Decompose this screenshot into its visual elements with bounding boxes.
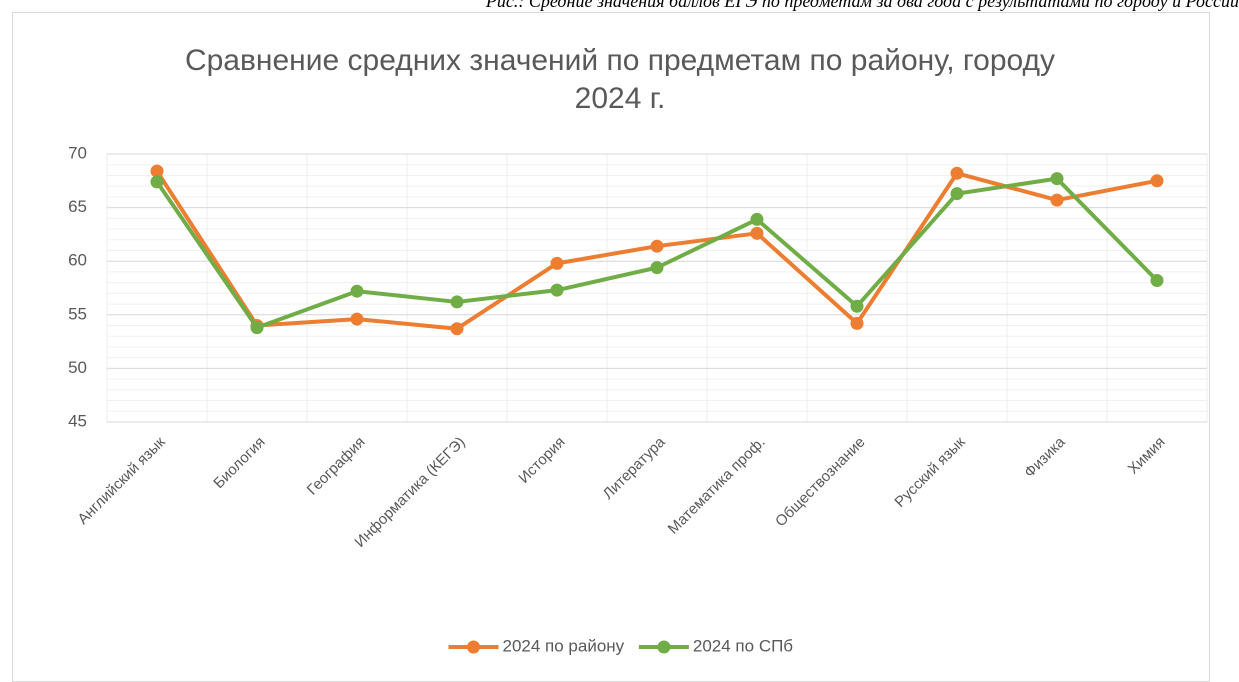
point xyxy=(1150,273,1164,287)
point xyxy=(750,212,764,226)
point xyxy=(450,322,464,336)
x-tick-label: Физика xyxy=(1021,433,1069,481)
y-tick-label: 65 xyxy=(68,197,87,216)
point xyxy=(150,175,164,189)
legend-marker xyxy=(657,640,671,654)
point xyxy=(250,321,264,335)
y-tick-label: 45 xyxy=(68,411,87,430)
x-tick-label: Английский язык xyxy=(74,433,169,528)
point xyxy=(1050,172,1064,186)
x-tick-label: Обществознание xyxy=(772,434,869,531)
y-tick-label: 70 xyxy=(68,143,87,162)
point xyxy=(850,316,864,330)
point xyxy=(350,284,364,298)
y-tick-label: 55 xyxy=(68,304,87,323)
y-tick-label: 60 xyxy=(68,251,87,270)
chart-title: Сравнение средних значений по предметам … xyxy=(184,44,1056,115)
figure-caption: Рис.: Средние значения баллов ЕГЭ по пре… xyxy=(485,0,1239,11)
point xyxy=(850,299,864,313)
legend-label: 2024 по СПб xyxy=(693,636,793,655)
point xyxy=(1050,193,1064,207)
x-tick-label: Литература xyxy=(600,433,670,503)
point xyxy=(550,283,564,297)
point xyxy=(550,256,564,270)
x-tick-label: История xyxy=(515,434,568,487)
x-tick-label: Химия xyxy=(1125,434,1169,478)
point xyxy=(950,187,964,201)
legend-marker xyxy=(467,640,480,654)
legend-label: 2024 по району xyxy=(503,636,625,655)
x-tick-label: Биология xyxy=(210,434,268,492)
point xyxy=(450,295,464,309)
point xyxy=(750,226,764,240)
point xyxy=(650,239,664,253)
point xyxy=(1150,174,1164,188)
y-tick-label: 50 xyxy=(68,358,87,377)
x-tick-label: Математика проф. xyxy=(665,434,769,538)
point xyxy=(950,166,964,180)
x-tick-label: Информатика (КЕГЭ) xyxy=(351,434,468,551)
point xyxy=(650,261,664,275)
point xyxy=(150,164,164,178)
x-tick-label: География xyxy=(304,434,369,499)
x-tick-label: Русский язык xyxy=(891,433,969,511)
point xyxy=(350,312,364,326)
